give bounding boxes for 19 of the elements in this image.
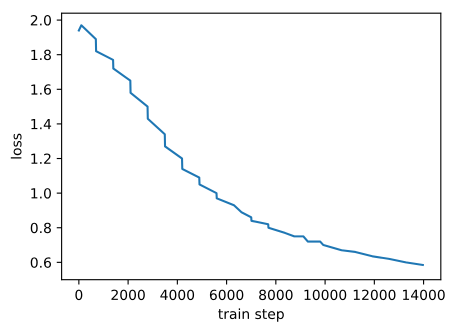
x-tick-label: 4000 xyxy=(160,290,194,300)
y-tick-label: 1.2 xyxy=(31,153,51,164)
x-tick-label: 6000 xyxy=(210,290,244,300)
x-tick-label: 10000 xyxy=(304,290,346,300)
x-tick-label: 8000 xyxy=(259,290,293,300)
y-tick-label: 0.8 xyxy=(30,222,51,234)
line-series xyxy=(78,24,424,266)
y-tick-label: 1.6 xyxy=(31,84,52,95)
y-tick-label: 0.6 xyxy=(30,257,52,268)
x-tick-label: 2000 xyxy=(111,290,145,300)
y-tick-label: 1.0 xyxy=(31,188,51,199)
x-tick-label: 0 xyxy=(75,290,82,300)
x-axis-title: train step xyxy=(218,308,284,322)
x-tick-label: 14000 xyxy=(403,290,445,300)
y-tick-label: 1.4 xyxy=(31,119,52,130)
y-axis-title: loss xyxy=(10,134,22,159)
y-tick-label: 2.0 xyxy=(30,15,51,26)
x-tick-label: 12000 xyxy=(354,290,396,300)
y-tick-label: 1.8 xyxy=(31,50,51,60)
